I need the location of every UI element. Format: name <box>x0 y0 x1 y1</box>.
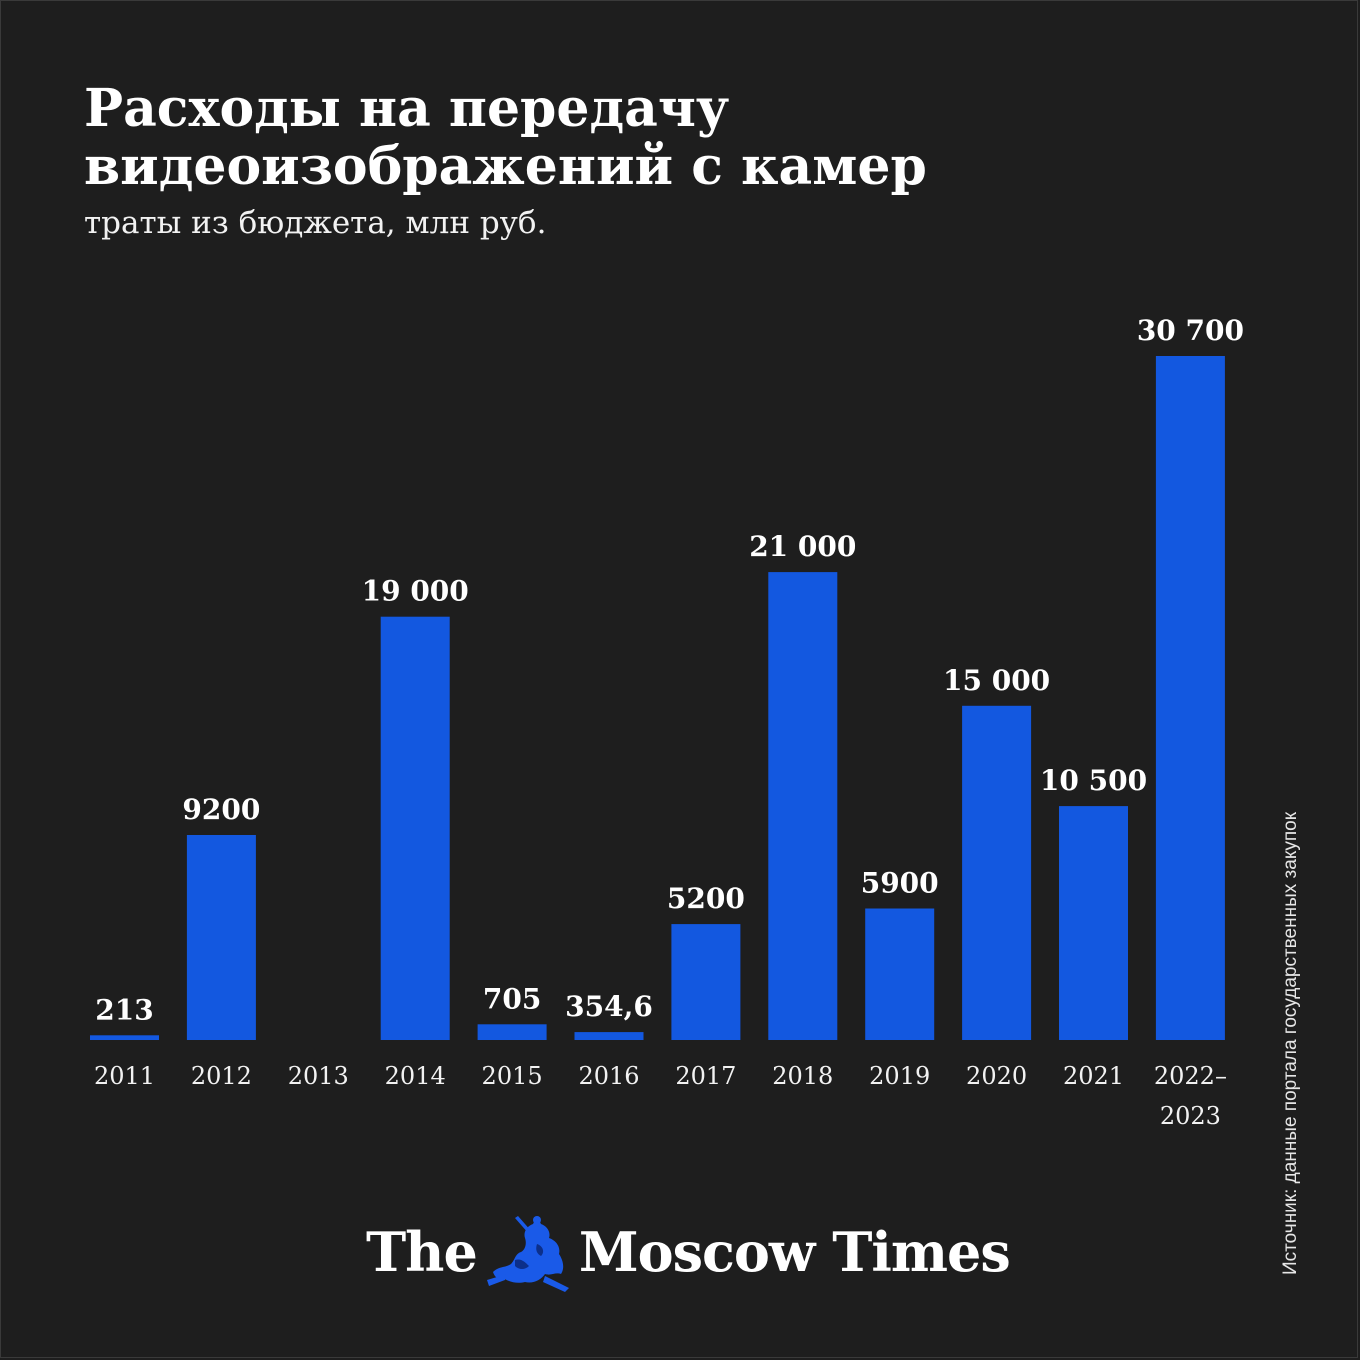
bar-value-label-7: 21 000 <box>749 530 856 563</box>
bar-value-label-0: 213 <box>95 993 153 1026</box>
x-tick-label-0: 2011 <box>94 1062 155 1090</box>
bar-value-label-9: 15 000 <box>943 664 1050 697</box>
bar-value-label-10: 10 500 <box>1040 764 1147 797</box>
x-tick-label-10: 2021 <box>1063 1062 1124 1090</box>
bar-4 <box>477 1024 547 1040</box>
bars-group <box>90 356 1225 1040</box>
bar-value-label-6: 5200 <box>667 882 745 915</box>
x-tick-label-4: 2015 <box>482 1062 543 1090</box>
x-tick-label-3: 2014 <box>385 1062 446 1090</box>
bar-10 <box>1059 806 1128 1040</box>
bar-3 <box>380 616 450 1040</box>
st-george-emblem-icon <box>486 1216 569 1292</box>
bar-8 <box>865 908 935 1040</box>
bar-5 <box>574 1032 644 1040</box>
logo: The Moscow Times <box>366 1212 1011 1292</box>
bar-1 <box>186 835 256 1040</box>
bar-0 <box>90 1035 159 1040</box>
logo-text-moscow-times: Moscow Times <box>578 1220 1011 1284</box>
x-tick-label-6: 2017 <box>675 1062 736 1090</box>
page-subtitle: траты из бюджета, млн руб. <box>84 205 547 241</box>
source-note: Источник: данные портала государственных… <box>1280 811 1301 1275</box>
bar-6 <box>671 924 741 1040</box>
bar-7 <box>768 572 838 1040</box>
x-tick-label-2: 2013 <box>288 1062 349 1090</box>
x-tick-labels-group: 2011 2012 2013 2014 2015 2016 2017 2018 2019 2020… <box>94 1062 1227 1130</box>
value-labels-group: 213 9200 19 000 705 354,6 5200 21 000 5900 15 00… <box>95 314 1244 1026</box>
bar-value-label-1: 9200 <box>182 793 260 826</box>
bar-value-label-3: 19 000 <box>362 575 469 608</box>
bar-value-label-8: 5900 <box>861 867 939 900</box>
page-title: Расходы на передачу видеоизображений с к… <box>84 78 927 197</box>
bar-value-label-4: 705 <box>483 982 541 1015</box>
x-tick-label-11: 2022– 2023 <box>1154 1062 1227 1130</box>
x-tick-label-1: 2012 <box>191 1062 252 1090</box>
bar-11 <box>1155 356 1225 1040</box>
x-tick-label-5: 2016 <box>578 1062 639 1090</box>
x-tick-label-8: 2019 <box>869 1062 930 1090</box>
x-tick-label-9: 2020 <box>966 1062 1027 1090</box>
bar-value-label-5: 354,6 <box>565 990 653 1023</box>
bar-9 <box>962 705 1032 1040</box>
logo-text-the: The <box>366 1220 478 1284</box>
bar-value-label-11: 30 700 <box>1137 314 1244 347</box>
x-tick-label-7: 2018 <box>772 1062 833 1090</box>
